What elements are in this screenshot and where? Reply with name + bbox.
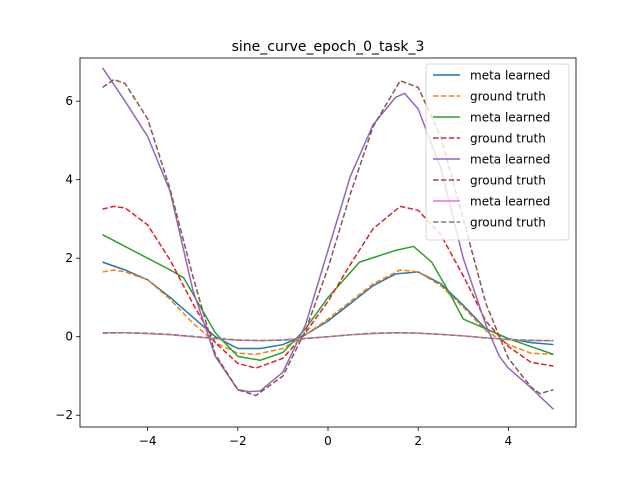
y-tick-label: 4 [65, 173, 73, 187]
legend-label-2: ground truth [470, 90, 546, 104]
axes-layer: −4 −2 0 2 4 −2 0 2 4 6 [55, 57, 577, 448]
legend-label-6: ground truth [470, 174, 546, 188]
legend-label-5: meta learned [470, 153, 550, 167]
x-tick-label: 4 [505, 434, 513, 448]
y-tick-label: −2 [55, 408, 73, 422]
x-tick-label: 2 [414, 434, 422, 448]
legend-box [425, 63, 570, 241]
y-tick-label: 2 [65, 251, 73, 265]
series-line-1 [102, 261, 554, 350]
legend-label-3: meta learned [470, 111, 550, 125]
y-tick-label: 6 [65, 94, 73, 108]
series-line-2 [102, 269, 554, 356]
series-line-8 [102, 332, 554, 342]
legend-label-7: meta learned [470, 195, 550, 209]
legend: meta learned ground truth meta learned grou… [425, 63, 570, 241]
series-line-6 [102, 78, 554, 397]
chart-title: sine_curve_epoch_0_task_3 [232, 39, 425, 55]
x-tick-label: 0 [324, 434, 332, 448]
legend-label-1: meta learned [470, 69, 550, 83]
series-line-4 [102, 205, 554, 369]
legend-label-8: ground truth [470, 216, 546, 230]
y-tick-label: 0 [65, 330, 73, 344]
legend-label-4: ground truth [470, 132, 546, 146]
x-tick-label: −4 [139, 434, 157, 448]
series-line-3 [102, 233, 554, 362]
x-tick-label: −2 [229, 434, 247, 448]
series-line-5 [101, 67, 554, 410]
series-layer [101, 67, 554, 410]
